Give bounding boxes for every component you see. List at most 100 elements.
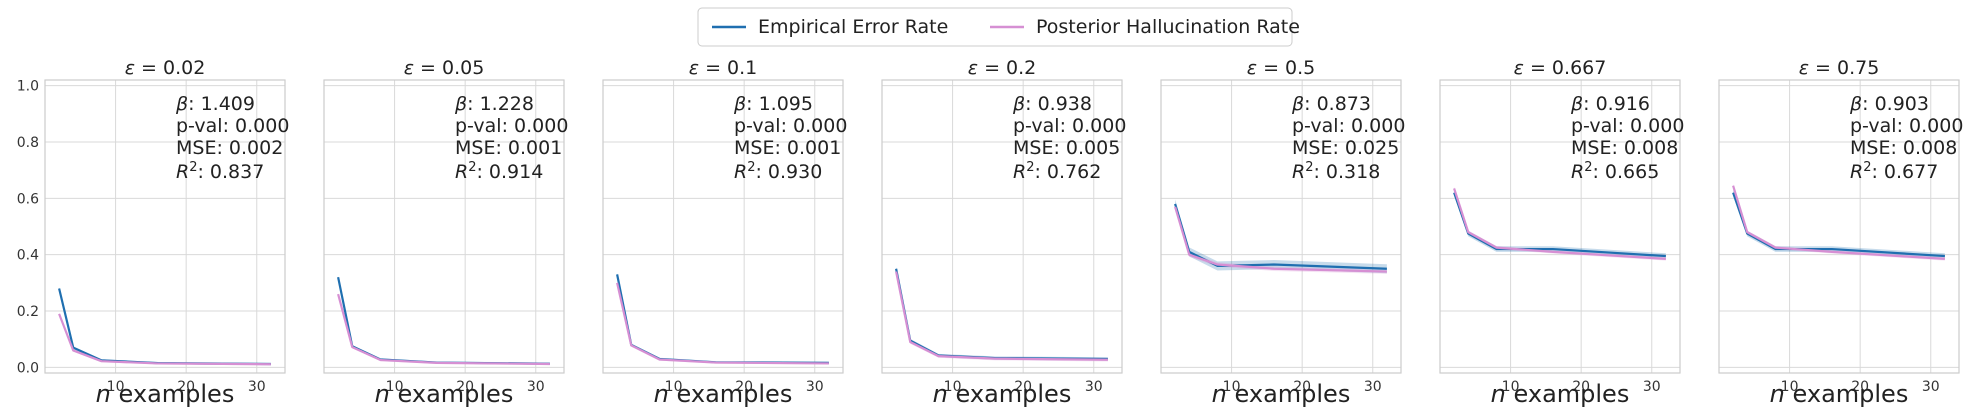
- stat-symbol: R: [176, 161, 189, 183]
- y-tick-label: 0.4: [17, 248, 39, 264]
- stat-symbol: β: [1570, 93, 1583, 115]
- confidence-band-empirical: [1175, 199, 1387, 274]
- stat-annotation-line: β: 1.228: [454, 93, 534, 115]
- title-variable: ε: [689, 57, 699, 79]
- title-value: = 0.05: [414, 57, 484, 79]
- stat-symbol: β: [1291, 93, 1304, 115]
- x-axis-label: n examples: [1212, 380, 1351, 408]
- x-axis-text: examples: [1227, 380, 1350, 408]
- stat-value: p-val: 0.000: [455, 115, 568, 137]
- stat-value: : 0.318: [1313, 161, 1380, 183]
- stat-value: : 0.914: [476, 161, 543, 183]
- stat-value: : 0.916: [1583, 93, 1650, 115]
- x-tick-label: 30: [1085, 379, 1103, 395]
- stat-annotation-line: MSE: 0.001: [734, 137, 841, 159]
- stat-value: p-val: 0.000: [176, 115, 289, 137]
- subplot-6: 10 20 30 ε = 0.667 n examples β: 0.916p-val: …: [1439, 57, 1684, 408]
- stat-annotation-line: p-val: 0.000: [1850, 115, 1963, 137]
- subplot-title: ε = 0.05: [404, 57, 485, 79]
- x-tick-label: 10: [665, 379, 683, 395]
- x-axis-variable: n: [96, 380, 111, 408]
- stat-value: MSE: 0.008: [1850, 137, 1957, 159]
- title-variable: ε: [968, 57, 978, 79]
- subplot-title: ε = 0.5: [1247, 57, 1316, 79]
- x-tick-label: 20: [177, 379, 195, 395]
- x-axis-variable: n: [933, 380, 948, 408]
- stat-value: : 1.409: [188, 93, 255, 115]
- x-tick-label: 20: [1851, 379, 1869, 395]
- subplot-title: ε = 0.2: [968, 57, 1037, 79]
- stat-annotation-line: R2: 0.762: [1013, 160, 1101, 183]
- plot-area: [45, 80, 285, 373]
- stat-annotation-line: p-val: 0.000: [734, 115, 847, 137]
- x-axis-text: examples: [1506, 380, 1629, 408]
- subplot-title: ε = 0.1: [689, 57, 758, 79]
- x-axis-variable: n: [375, 380, 390, 408]
- x-tick-label: 30: [248, 379, 266, 395]
- stat-symbol: β: [733, 93, 746, 115]
- series-line-posterior: [895, 271, 1108, 361]
- stat-value: : 0.873: [1304, 93, 1371, 115]
- stat-symbol: β: [454, 93, 467, 115]
- stat-symbol: R: [1571, 161, 1584, 183]
- x-axis-text: examples: [111, 380, 234, 408]
- stat-value: : 1.228: [467, 93, 534, 115]
- stat-annotation-line: β: 0.903: [1849, 93, 1929, 115]
- title-variable: ε: [1799, 57, 1809, 79]
- stat-symbol: R: [455, 161, 468, 183]
- x-axis-variable: n: [1491, 380, 1506, 408]
- stat-superscript: 2: [468, 160, 476, 175]
- y-tick-label: 0.8: [17, 135, 39, 151]
- plot-area: [324, 80, 564, 373]
- title-variable: ε: [1247, 57, 1257, 79]
- legend-label-posterior: Posterior Hallucination Rate: [1036, 16, 1300, 38]
- stat-annotation-line: R2: 0.318: [1292, 160, 1380, 183]
- stat-symbol: β: [1849, 93, 1862, 115]
- x-axis-variable: n: [1212, 380, 1227, 408]
- title-value: = 0.667: [1524, 57, 1606, 79]
- stat-symbol: R: [1013, 161, 1026, 183]
- x-axis-label: n examples: [1491, 380, 1630, 408]
- x-axis-text: examples: [1785, 380, 1908, 408]
- stat-symbol: R: [1850, 161, 1863, 183]
- stat-symbol: β: [1012, 93, 1025, 115]
- stat-symbol: R: [1292, 161, 1305, 183]
- stat-annotation-line: MSE: 0.008: [1571, 137, 1678, 159]
- title-value: = 0.2: [978, 57, 1036, 79]
- plot-area: [603, 80, 843, 373]
- stat-value: : 1.095: [746, 93, 813, 115]
- subplot-title: ε = 0.667: [1514, 57, 1607, 79]
- x-axis-text: examples: [948, 380, 1071, 408]
- stat-value: p-val: 0.000: [1850, 115, 1963, 137]
- x-axis-label: n examples: [96, 380, 235, 408]
- stat-annotation-line: MSE: 0.008: [1850, 137, 1957, 159]
- stat-value: MSE: 0.008: [1571, 137, 1678, 159]
- x-axis-variable: n: [1770, 380, 1785, 408]
- stat-value: p-val: 0.000: [1292, 115, 1405, 137]
- y-tick-label: 0.2: [17, 304, 39, 320]
- series-line-posterior: [616, 282, 829, 365]
- stat-superscript: 2: [1305, 160, 1313, 175]
- stat-superscript: 2: [1584, 160, 1592, 175]
- stat-annotation-line: R2: 0.914: [455, 160, 543, 183]
- x-axis-label: n examples: [375, 380, 514, 408]
- stat-superscript: 2: [189, 160, 197, 175]
- axes-frame: [602, 79, 844, 374]
- stat-symbol: β: [175, 93, 188, 115]
- x-tick-label: 30: [1364, 379, 1382, 395]
- axes-frame: [1439, 79, 1681, 374]
- stat-annotation-line: MSE: 0.005: [1013, 137, 1120, 159]
- x-axis-label: n examples: [654, 380, 793, 408]
- plot-area: [882, 80, 1122, 373]
- stat-annotation-line: β: 1.095: [733, 93, 813, 115]
- stat-annotation-line: p-val: 0.000: [1292, 115, 1405, 137]
- x-tick-label: 20: [1014, 379, 1032, 395]
- x-tick-label: 10: [107, 379, 125, 395]
- series-line-posterior: [58, 313, 271, 366]
